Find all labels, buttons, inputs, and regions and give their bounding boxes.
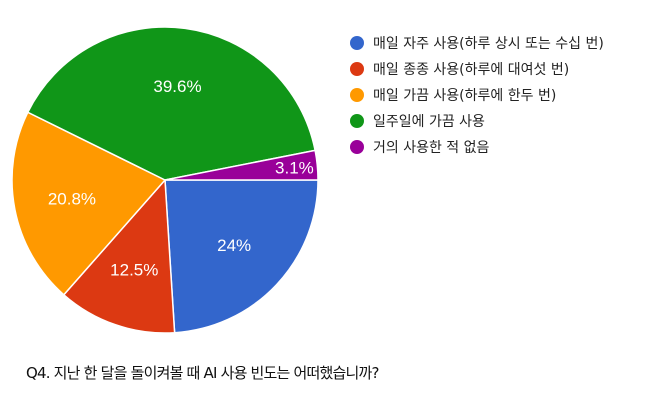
legend-item: 일주일에 가끔 사용 — [350, 108, 604, 134]
legend-label: 일주일에 가끔 사용 — [373, 114, 485, 130]
legend-item: 매일 종종 사용(하루에 대여섯 번) — [350, 56, 604, 82]
pie-slice — [164, 149, 319, 181]
pie-slice — [164, 179, 319, 334]
legend-swatch-icon — [350, 62, 364, 76]
legend-label: 매일 가끔 사용(하루에 한두 번) — [373, 88, 557, 104]
slice-label: 12.5% — [110, 261, 158, 280]
legend-label: 매일 자주 사용(하루 상시 또는 수십 번) — [373, 36, 604, 52]
slice-label: 39.6% — [153, 77, 201, 96]
legend: 매일 자주 사용(하루 상시 또는 수십 번) 매일 종종 사용(하루에 대여섯… — [350, 30, 604, 160]
legend-label: 거의 사용한 적 없음 — [373, 140, 490, 156]
question-caption: Q4. 지난 한 달을 돌이켜볼 때 AI 사용 빈도는 어떠했습니까? — [26, 364, 379, 382]
legend-item: 매일 자주 사용(하루 상시 또는 수십 번) — [350, 30, 604, 56]
legend-item: 거의 사용한 적 없음 — [350, 134, 604, 160]
legend-swatch-icon — [350, 140, 364, 154]
pie-slice — [62, 178, 176, 334]
slice-label: 24% — [217, 236, 251, 255]
slice-label: 3.1% — [275, 158, 314, 177]
legend-swatch-icon — [350, 36, 364, 50]
legend-label: 매일 종종 사용(하루에 대여섯 번) — [373, 62, 570, 78]
legend-swatch-icon — [350, 114, 364, 128]
pie-slice — [26, 26, 316, 181]
pie-chart: 24% 12.5% 20.8% 39.6% 3.1% — [11, 26, 319, 334]
legend-item: 매일 가끔 사용(하루에 한두 번) — [350, 82, 604, 108]
legend-swatch-icon — [350, 88, 364, 102]
slice-label: 20.8% — [48, 189, 96, 208]
pie-slice — [11, 111, 167, 296]
